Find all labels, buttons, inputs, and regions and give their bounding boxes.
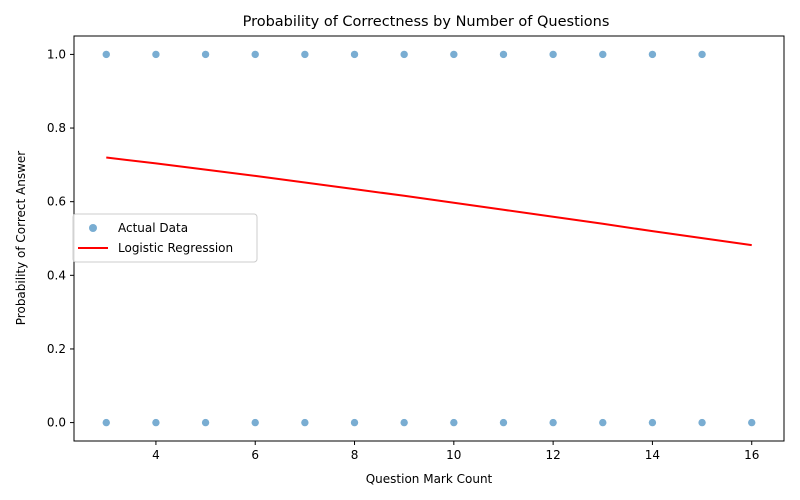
- data-point: [151, 50, 161, 59]
- data-point: [201, 418, 210, 427]
- data-point: [697, 50, 707, 59]
- legend-label-logistic-regression: Logistic Regression: [118, 241, 233, 255]
- legend-marker-actual-data: [89, 224, 97, 232]
- y-tick-label: 0.2: [47, 342, 66, 356]
- chart-title: Probability of Correctness by Number of …: [243, 14, 610, 30]
- x-tick-label: 6: [251, 448, 259, 462]
- y-tick-label: 1.0: [47, 47, 66, 61]
- data-point: [449, 50, 459, 59]
- data-point: [598, 50, 608, 59]
- data-point: [101, 50, 111, 59]
- data-point: [101, 418, 111, 427]
- data-point: [300, 418, 310, 427]
- x-tick-label: 16: [744, 448, 759, 462]
- data-point: [350, 418, 359, 427]
- data-point: [697, 418, 707, 427]
- legend-box: [72, 213, 258, 263]
- y-tick-label: 0.6: [47, 195, 66, 209]
- data-point: [350, 50, 359, 59]
- y-axis-label: Probability of Correct Answer: [14, 151, 28, 326]
- data-point: [250, 418, 260, 427]
- data-point: [548, 418, 558, 427]
- x-tick-label: 8: [351, 448, 359, 462]
- data-point: [499, 418, 508, 427]
- data-point: [300, 50, 310, 59]
- y-axis: 0.0 0.2 0.4 0.6 0.8 1.0: [47, 47, 74, 430]
- data-point: [250, 50, 260, 59]
- x-tick-label: 10: [446, 448, 461, 462]
- data-point: [201, 50, 210, 59]
- data-point: [548, 50, 558, 59]
- data-point: [648, 50, 657, 59]
- data-point: [499, 50, 508, 59]
- y-tick-label: 0.4: [47, 268, 66, 282]
- y-tick-label: 0.0: [47, 416, 66, 430]
- x-tick-label: 4: [152, 448, 160, 462]
- data-point: [747, 418, 757, 427]
- regression-line: [106, 156, 752, 247]
- legend: Actual Data Logistic Regression: [72, 213, 258, 263]
- x-axis: 4 6 8 10 12 14 16: [152, 441, 759, 462]
- x-axis-label: Question Mark Count: [366, 472, 493, 486]
- data-point: [151, 418, 161, 427]
- data-point: [598, 418, 608, 427]
- x-tick-label: 12: [545, 448, 560, 462]
- data-point: [399, 418, 409, 427]
- data-point: [449, 418, 459, 427]
- data-point: [648, 418, 657, 427]
- x-tick-label: 14: [645, 448, 660, 462]
- plot-area: [101, 50, 757, 427]
- legend-label-actual-data: Actual Data: [118, 221, 188, 235]
- data-point: [399, 50, 409, 59]
- y-tick-label: 0.8: [47, 121, 66, 135]
